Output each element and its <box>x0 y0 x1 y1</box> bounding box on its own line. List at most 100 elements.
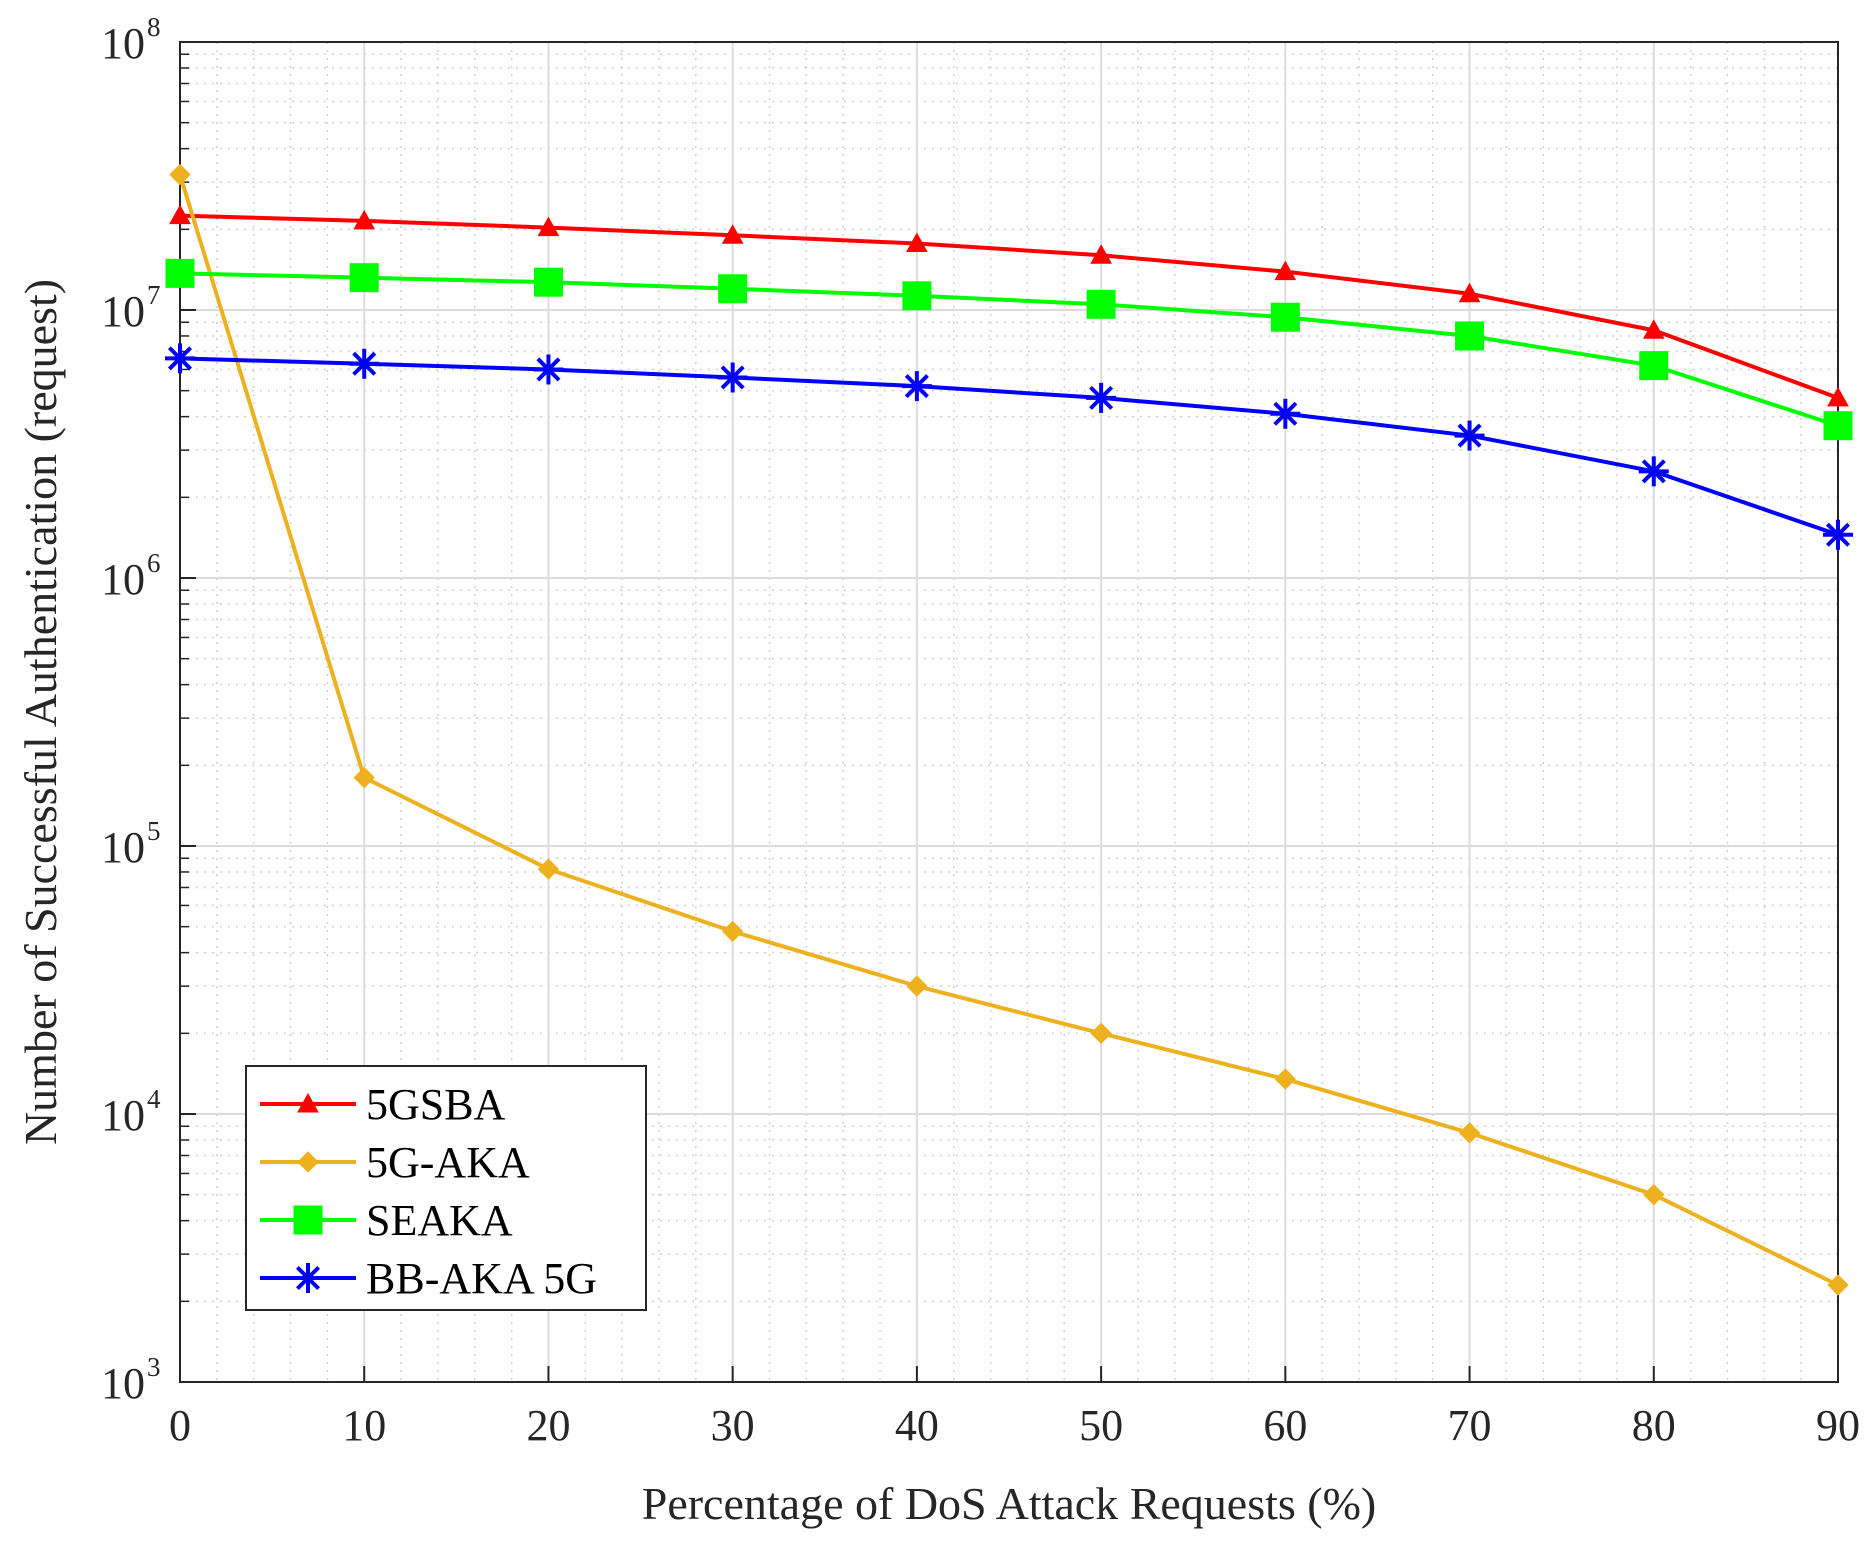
series-5gsba <box>169 204 1849 407</box>
data-point <box>1643 1183 1665 1206</box>
triangle-marker <box>1274 260 1297 281</box>
square-marker <box>1823 411 1853 441</box>
diamond-marker <box>1090 1022 1112 1045</box>
y-tick-exponent: 3 <box>147 1352 161 1382</box>
x-tick-label: 50 <box>1079 1401 1123 1450</box>
diamond-marker <box>721 920 744 943</box>
triangle-marker <box>169 204 191 225</box>
data-point <box>717 362 748 393</box>
square-marker <box>718 274 748 304</box>
x-tick-label: 60 <box>1263 1401 1307 1450</box>
series-seaka <box>165 258 1853 441</box>
x-tick-label: 40 <box>895 1401 939 1450</box>
square-marker <box>349 263 379 293</box>
data-point <box>718 274 748 304</box>
plot-frame <box>179 41 1839 1383</box>
y-tick-label: 10 <box>101 19 145 68</box>
axis-ticks <box>179 41 1839 1383</box>
triangle-marker <box>1827 386 1849 407</box>
series-layer <box>165 163 1853 1296</box>
y-tick-label: 10 <box>101 555 145 604</box>
asterisk-stroke <box>1641 459 1666 484</box>
diamond-marker <box>297 1151 319 1173</box>
data-point <box>1086 382 1117 413</box>
data-point <box>1642 319 1665 339</box>
asterisk-stroke <box>1457 423 1482 448</box>
x-tick-label: 70 <box>1448 1401 1492 1450</box>
series-line <box>179 213 1839 400</box>
asterisk-stroke <box>295 1265 321 1291</box>
square-marker <box>1086 289 1116 319</box>
data-point <box>902 281 932 311</box>
x-tick-label: 80 <box>1632 1401 1676 1450</box>
data-point <box>169 204 191 225</box>
data-point <box>721 920 744 943</box>
diamond-marker <box>353 766 375 789</box>
square-marker <box>165 258 195 288</box>
triangle-marker <box>1458 282 1481 303</box>
triangle-marker <box>721 224 744 244</box>
triangle-marker <box>353 209 376 230</box>
data-point <box>353 766 375 789</box>
data-point <box>165 343 195 374</box>
legend-marker <box>293 1263 323 1293</box>
data-point <box>1823 411 1853 441</box>
diamond-marker <box>537 858 560 880</box>
y-axis-title: Number of Successful Authentication (req… <box>15 279 66 1145</box>
x-tick-label: 20 <box>526 1401 570 1450</box>
legend: 5GSBA 5G-AKA SEAKA BB-AKA 5G <box>245 1065 647 1311</box>
triangle-marker <box>906 232 928 253</box>
data-point <box>1454 420 1485 451</box>
y-tick-label: 10 <box>101 287 145 336</box>
data-point <box>1827 386 1849 407</box>
legend-label: SEAKA <box>366 1196 513 1245</box>
asterisk-stroke <box>536 357 561 382</box>
y-tick-label: 10 <box>101 1091 145 1140</box>
data-point <box>1090 1022 1112 1045</box>
square-marker <box>1455 321 1485 351</box>
triangle-marker <box>537 216 560 237</box>
square-marker <box>902 281 932 311</box>
data-point <box>1638 456 1669 487</box>
data-point <box>169 163 191 186</box>
y-tick-label: 10 <box>101 1359 145 1408</box>
legend-label: 5GSBA <box>366 1080 506 1129</box>
y-tick-exponent: 7 <box>147 280 161 310</box>
diamond-marker <box>169 163 191 186</box>
y-tick-exponent: 4 <box>147 1084 161 1114</box>
data-point <box>721 224 744 244</box>
legend-item: BB-AKA 5G <box>260 1254 597 1303</box>
data-point <box>1455 321 1485 351</box>
asterisk-stroke <box>1825 522 1851 547</box>
data-point <box>906 975 928 997</box>
legend-label: 5G-AKA <box>366 1138 530 1187</box>
y-tick-exponent: 6 <box>147 548 161 578</box>
x-tick-label: 0 <box>169 1401 191 1450</box>
data-point <box>1274 260 1297 281</box>
x-tick-label: 10 <box>342 1401 386 1450</box>
series-line <box>179 356 1839 537</box>
asterisk-stroke <box>904 374 929 399</box>
data-point <box>533 267 563 297</box>
data-point <box>901 371 932 402</box>
data-point <box>1090 244 1112 264</box>
triangle-marker <box>297 1092 319 1113</box>
data-point <box>1827 1274 1849 1296</box>
asterisk-stroke <box>1273 401 1298 426</box>
data-point <box>1086 289 1116 319</box>
data-point <box>1270 302 1300 332</box>
asterisk-stroke <box>720 365 745 390</box>
legend-label: BB-AKA 5G <box>366 1254 597 1303</box>
square-marker <box>1270 302 1300 332</box>
asterisk-stroke <box>352 351 377 376</box>
y-tick-exponent: 5 <box>147 816 161 846</box>
square-marker <box>293 1205 323 1235</box>
diamond-marker <box>1643 1183 1665 1206</box>
legend-item: 5G-AKA <box>260 1138 530 1187</box>
x-tick-labels: 0 10 20 30 40 50 60 70 80 90 <box>169 1401 1860 1450</box>
data-point <box>537 858 560 880</box>
legend-marker <box>293 1205 323 1235</box>
legend-item: 5GSBA <box>260 1080 506 1129</box>
